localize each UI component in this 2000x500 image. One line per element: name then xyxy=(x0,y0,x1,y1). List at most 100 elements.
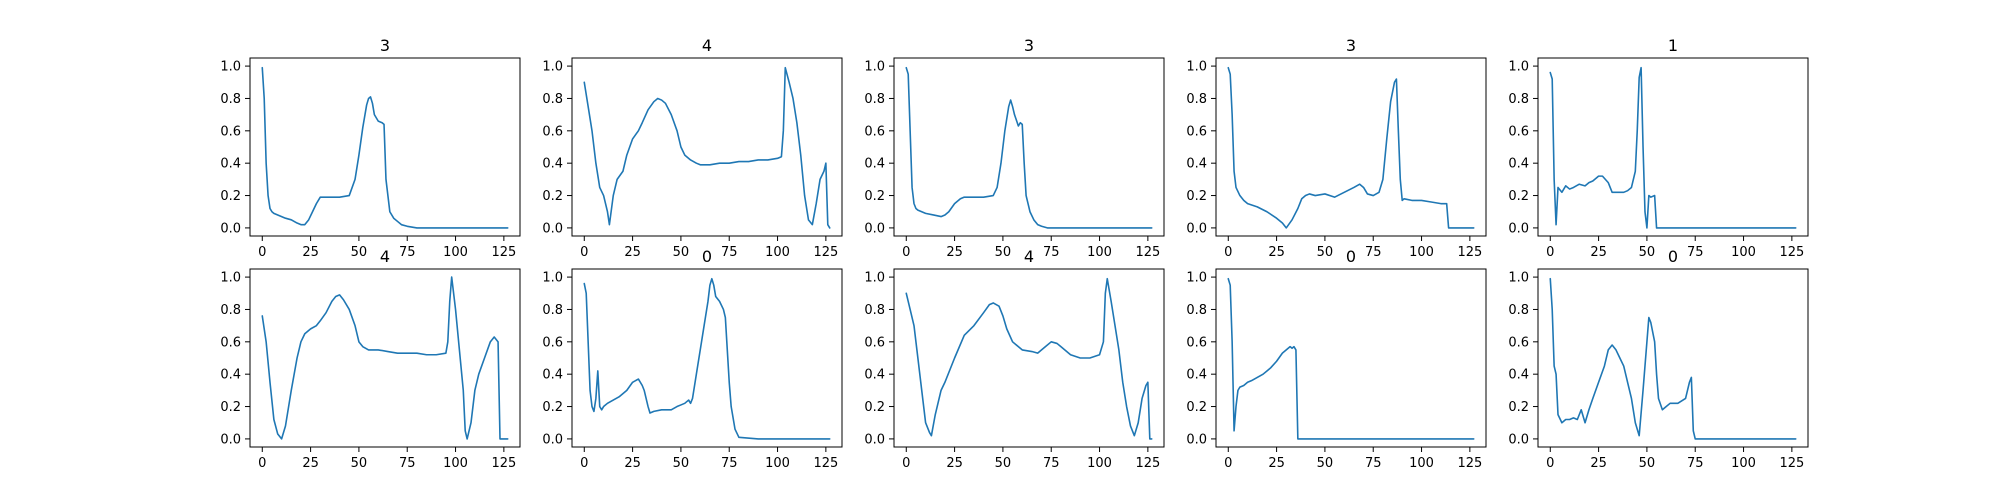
subplot-title: 4 xyxy=(702,36,712,55)
series-line xyxy=(1227,277,1475,440)
x-tick-label: 25 xyxy=(624,456,641,471)
axes-frame xyxy=(893,57,1165,237)
subplot-8: 0 25 50 75 100 125 0.0 0.2 0.4 0.6 0.8 1.0 4 xyxy=(864,247,1165,471)
y-tick-label: 0.2 xyxy=(1508,400,1529,415)
y-tick-label: 0.8 xyxy=(1508,303,1529,318)
y-tick-label: 0.8 xyxy=(1186,303,1207,318)
axes-frame xyxy=(893,268,1165,448)
x-tick-label: 75 xyxy=(399,456,416,471)
x-tick-label: 100 xyxy=(443,245,468,260)
x-tick-label: 100 xyxy=(765,456,790,471)
x-tick-label: 25 xyxy=(302,245,319,260)
y-tick-label: 0.6 xyxy=(1186,124,1207,139)
x-tick-label: 125 xyxy=(1779,456,1804,471)
x-tick-label: 125 xyxy=(1457,456,1482,471)
x-tick-label: 125 xyxy=(1135,245,1160,260)
x-tick-label: 75 xyxy=(1365,245,1382,260)
y-tick-label: 1.0 xyxy=(1508,271,1529,286)
x-tick-label: 125 xyxy=(491,245,516,260)
x-tick-label: 50 xyxy=(351,245,368,260)
series-line xyxy=(905,277,1153,440)
x-tick-label: 25 xyxy=(1590,245,1607,260)
y-tick-label: 0.8 xyxy=(220,92,241,107)
y-tick-label: 1.0 xyxy=(220,60,241,75)
axes-frame xyxy=(1215,268,1487,448)
y-tick-label: 0.6 xyxy=(864,335,885,350)
subplot-title: 4 xyxy=(1024,247,1034,266)
y-tick-label: 0.4 xyxy=(1508,368,1529,383)
y-tick-label: 0.0 xyxy=(864,432,885,447)
x-tick-label: 50 xyxy=(1639,245,1656,260)
y-tick-label: 0.2 xyxy=(542,400,563,415)
x-tick-label: 25 xyxy=(1268,245,1285,260)
x-tick-label: 75 xyxy=(721,456,738,471)
subplot-title: 0 xyxy=(1668,247,1678,266)
x-tick-label: 25 xyxy=(624,245,641,260)
y-tick-label: 0.6 xyxy=(542,124,563,139)
y-tick-label: 0.8 xyxy=(542,92,563,107)
subplot-title: 3 xyxy=(380,36,390,55)
series-line xyxy=(583,66,831,229)
x-tick-label: 100 xyxy=(765,245,790,260)
subplot-7: 0 25 50 75 100 125 0.0 0.2 0.4 0.6 0.8 1.0 0 xyxy=(542,247,843,471)
x-tick-label: 75 xyxy=(1043,245,1060,260)
y-tick-label: 0.0 xyxy=(1508,221,1529,236)
axes-frame xyxy=(1537,57,1809,237)
y-tick-label: 0.4 xyxy=(864,368,885,383)
x-tick-label: 50 xyxy=(995,456,1012,471)
series-line xyxy=(905,66,1153,229)
y-tick-label: 0.4 xyxy=(220,368,241,383)
x-tick-label: 125 xyxy=(491,456,516,471)
x-tick-label: 50 xyxy=(995,245,1012,260)
y-tick-label: 0.0 xyxy=(220,221,241,236)
y-tick-label: 0.4 xyxy=(1186,157,1207,172)
series-line xyxy=(1227,66,1475,229)
axes-frame xyxy=(249,57,521,237)
x-tick-label: 100 xyxy=(1409,456,1434,471)
subplot-10: 0 25 50 75 100 125 0.0 0.2 0.4 0.6 0.8 1.0 0 xyxy=(1508,247,1809,471)
y-tick-label: 0.4 xyxy=(864,157,885,172)
x-tick-label: 0 xyxy=(258,245,266,260)
x-tick-label: 75 xyxy=(1687,245,1704,260)
x-tick-label: 125 xyxy=(813,245,838,260)
subplot-title: 3 xyxy=(1346,36,1356,55)
y-tick-label: 0.8 xyxy=(220,303,241,318)
y-tick-label: 0.6 xyxy=(864,124,885,139)
x-tick-label: 125 xyxy=(1457,245,1482,260)
subplot-4: 0 25 50 75 100 125 0.0 0.2 0.4 0.6 0.8 1.0 3 xyxy=(1186,36,1487,260)
y-tick-label: 0.6 xyxy=(1508,124,1529,139)
x-tick-label: 0 xyxy=(902,245,910,260)
x-tick-label: 50 xyxy=(1317,456,1334,471)
y-tick-label: 0.8 xyxy=(864,303,885,318)
y-tick-label: 0.6 xyxy=(1186,335,1207,350)
series-line xyxy=(1549,66,1797,229)
subplot-title: 3 xyxy=(1024,36,1034,55)
y-tick-label: 0.4 xyxy=(542,157,563,172)
x-tick-label: 25 xyxy=(302,456,319,471)
subplot-title: 0 xyxy=(1346,247,1356,266)
series-line xyxy=(261,66,509,229)
x-tick-label: 50 xyxy=(1317,245,1334,260)
x-tick-label: 100 xyxy=(1731,456,1756,471)
y-tick-label: 0.8 xyxy=(1186,92,1207,107)
x-tick-label: 0 xyxy=(258,456,266,471)
x-tick-label: 0 xyxy=(580,245,588,260)
x-tick-label: 50 xyxy=(1639,456,1656,471)
y-tick-label: 0.6 xyxy=(1508,335,1529,350)
x-tick-label: 100 xyxy=(1409,245,1434,260)
y-tick-label: 0.2 xyxy=(1186,189,1207,204)
x-tick-label: 125 xyxy=(813,456,838,471)
y-tick-label: 0.4 xyxy=(220,157,241,172)
axes-frame xyxy=(1215,57,1487,237)
y-tick-label: 1.0 xyxy=(864,271,885,286)
y-tick-label: 1.0 xyxy=(864,60,885,75)
y-tick-label: 1.0 xyxy=(1508,60,1529,75)
y-tick-label: 0.2 xyxy=(864,189,885,204)
y-tick-label: 1.0 xyxy=(542,271,563,286)
x-tick-label: 0 xyxy=(1546,245,1554,260)
subplot-title: 4 xyxy=(380,247,390,266)
y-tick-label: 0.0 xyxy=(542,432,563,447)
y-tick-label: 1.0 xyxy=(1186,271,1207,286)
x-tick-label: 75 xyxy=(721,245,738,260)
